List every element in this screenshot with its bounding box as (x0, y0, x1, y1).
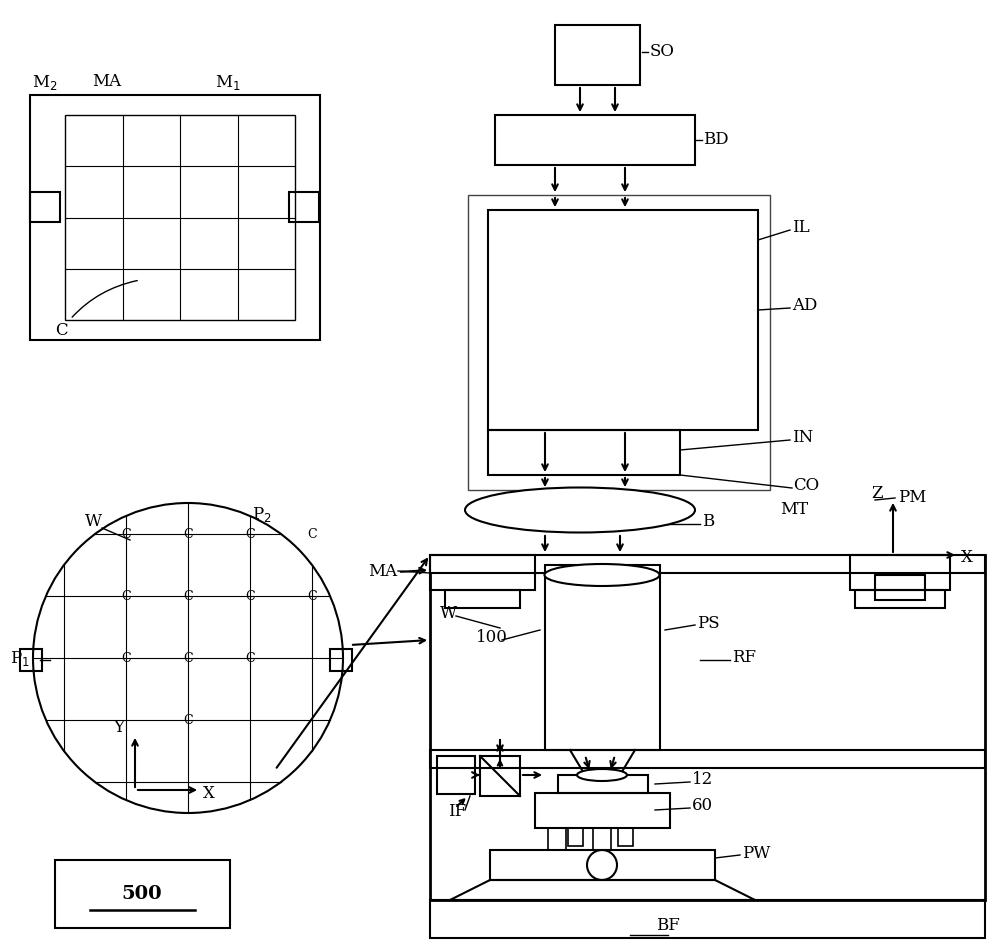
Bar (468, 195, 770, 490)
Text: X: X (203, 784, 215, 802)
Text: 12: 12 (692, 771, 713, 788)
Text: C: C (121, 527, 131, 541)
Bar (55, 860, 230, 928)
Text: W: W (85, 513, 102, 530)
Text: 500: 500 (122, 885, 162, 903)
Bar (437, 756, 475, 794)
Bar (480, 756, 520, 796)
Text: P$_1$: P$_1$ (10, 648, 30, 667)
Text: C: C (307, 527, 317, 541)
Text: X: X (961, 549, 973, 566)
Text: 100: 100 (476, 629, 508, 646)
Bar (618, 828, 633, 846)
Text: W: W (440, 605, 457, 623)
Bar (30, 192, 60, 222)
Text: P$_2$: P$_2$ (252, 506, 272, 525)
Text: IL: IL (792, 220, 810, 236)
Text: B: B (702, 513, 714, 530)
Text: PW: PW (742, 844, 770, 862)
Text: C: C (183, 713, 193, 726)
Ellipse shape (577, 769, 627, 781)
Text: CO: CO (793, 478, 819, 494)
Bar (568, 828, 583, 846)
Text: SO: SO (650, 44, 675, 61)
Text: IF: IF (448, 803, 466, 821)
Bar (430, 555, 535, 590)
Bar (30, 95, 320, 340)
Text: C: C (245, 651, 255, 664)
Text: MA: MA (92, 73, 121, 90)
Text: RF: RF (732, 649, 756, 666)
Text: M$_2$: M$_2$ (32, 72, 57, 91)
Bar (289, 192, 319, 222)
Bar (495, 115, 695, 165)
Text: 60: 60 (692, 798, 713, 815)
Bar (548, 828, 566, 850)
Text: MA: MA (368, 564, 397, 581)
Text: C: C (245, 589, 255, 603)
Bar (330, 649, 352, 671)
Bar (65, 115, 295, 320)
Bar (488, 430, 680, 475)
Text: C: C (183, 589, 193, 603)
Text: C: C (183, 651, 193, 664)
Text: IN: IN (792, 429, 813, 446)
Bar (445, 590, 520, 608)
Ellipse shape (544, 564, 660, 586)
Bar (430, 555, 985, 573)
Text: PS: PS (697, 614, 720, 631)
Text: C: C (245, 527, 255, 541)
Text: Z: Z (871, 485, 883, 502)
Bar (875, 575, 925, 600)
Bar (430, 750, 985, 768)
Bar (545, 565, 660, 750)
Text: BD: BD (703, 131, 729, 149)
Bar (555, 25, 640, 85)
Bar (490, 850, 715, 880)
Bar (855, 590, 945, 608)
Bar (430, 900, 985, 938)
Bar (850, 555, 950, 590)
Text: PM: PM (898, 489, 926, 506)
Bar (488, 210, 758, 430)
Text: C: C (121, 651, 131, 664)
Bar (430, 555, 985, 900)
Bar (20, 649, 42, 671)
Text: MT: MT (780, 502, 808, 519)
Text: C: C (183, 527, 193, 541)
Text: C: C (307, 589, 317, 603)
Text: BF: BF (656, 917, 680, 934)
Bar (558, 775, 648, 793)
Bar (593, 828, 611, 850)
Ellipse shape (465, 487, 695, 532)
Bar (535, 793, 670, 828)
Text: AD: AD (792, 297, 817, 314)
Text: Y: Y (113, 720, 124, 737)
Text: C: C (55, 281, 137, 339)
Text: M$_1$: M$_1$ (215, 72, 241, 91)
Text: C: C (121, 589, 131, 603)
